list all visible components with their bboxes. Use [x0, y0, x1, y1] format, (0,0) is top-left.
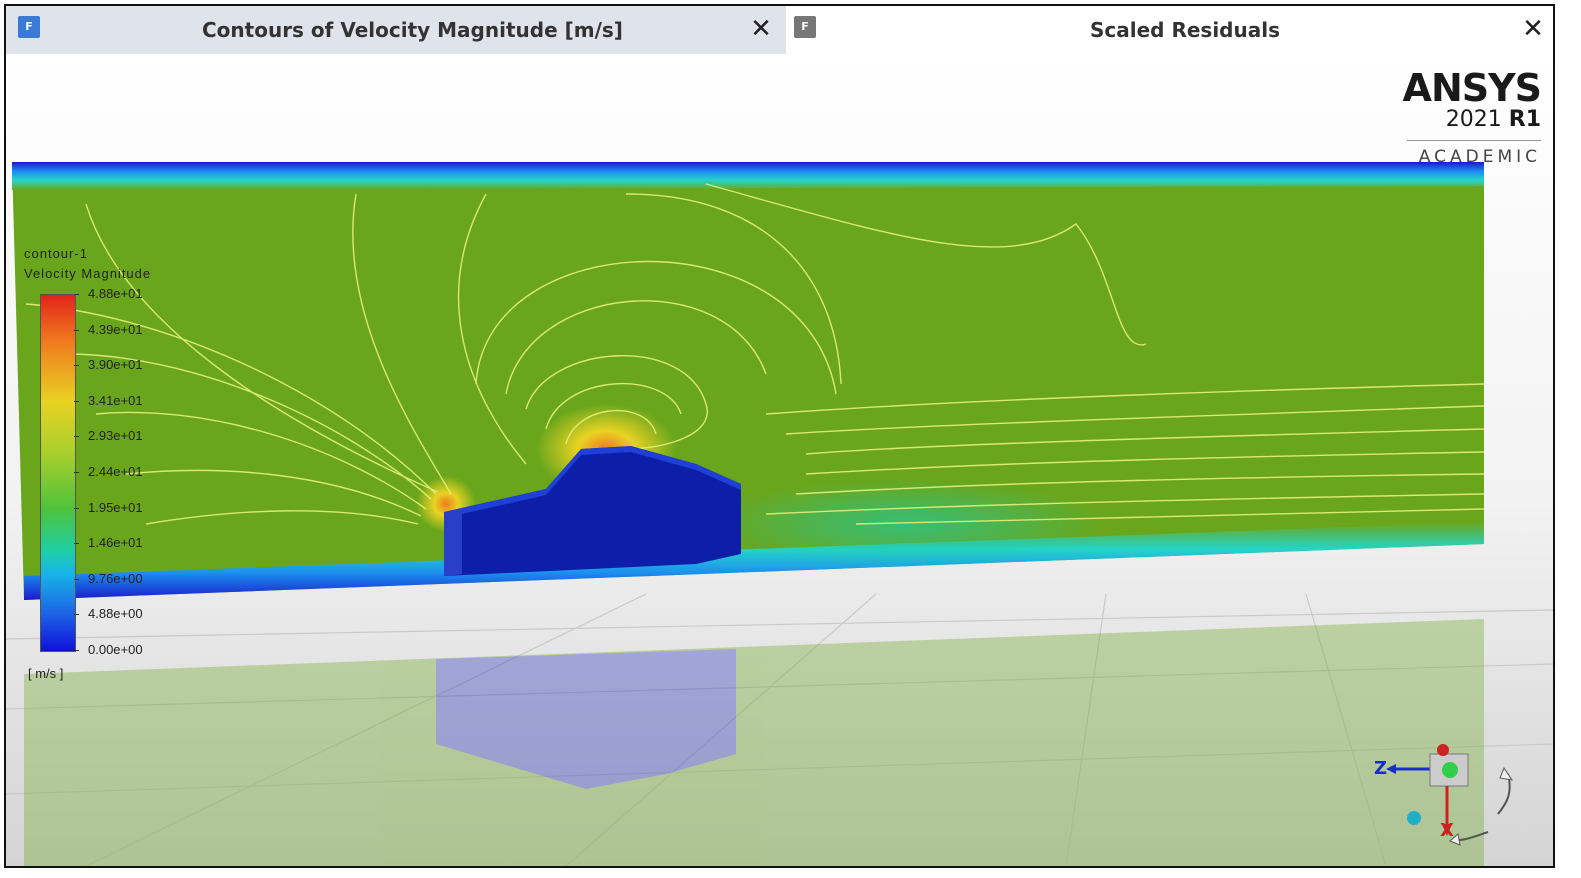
legend-tick [74, 614, 79, 616]
legend-value: 4.39e+01 [88, 321, 143, 337]
legend-tick [74, 294, 79, 295]
legend-variable: Velocity Magnitude [24, 266, 152, 281]
color-legend: contour-1 Velocity Magnitude 4.88e+01 4.3… [24, 246, 194, 686]
legend-tick [74, 650, 79, 651]
legend-value: 1.95e+01 [88, 499, 143, 515]
legend-value: 2.93e+01 [88, 428, 143, 444]
ansys-logo: ANSYS 2021 R1 ACADEMIC [1391, 66, 1542, 167]
logo-version-year: 2021 [1445, 107, 1502, 132]
legend-tick [74, 365, 79, 367]
graphics-viewport[interactable]: ANSYS 2021 R1 ACADEMIC contour-1 Velocit… [6, 54, 1553, 866]
tab-scaled-residuals[interactable]: F Scaled Residuals ✕ [786, 6, 1553, 54]
fluid-domain [12, 162, 1484, 600]
graphics-window: F Contours of Velocity Magnitude [m/s] ✕… [4, 4, 1555, 868]
legend-title: contour-1 [24, 246, 88, 261]
tab-bar: F Contours of Velocity Magnitude [m/s] ✕… [6, 6, 1553, 54]
legend-tick [74, 329, 79, 331]
legend-tick [74, 578, 79, 580]
legend-tick [74, 472, 79, 473]
legend-value: 9.76e+00 [88, 570, 143, 586]
logo-version: 2021 R1 [1391, 108, 1541, 132]
axis-triad-graphic [1386, 744, 1514, 846]
fluent-window-icon: F [18, 16, 40, 38]
legend-value: 3.90e+01 [88, 357, 143, 373]
contour-plot [6, 54, 1553, 866]
logo-edition: ACADEMIC [1418, 147, 1541, 167]
legend-unit: [ m/s ] [28, 666, 64, 681]
close-icon[interactable]: ✕ [750, 14, 772, 44]
tab-title: Contours of Velocity Magnitude [m/s] [202, 18, 623, 42]
logo-brand: ANSYS [1402, 66, 1542, 110]
logo-release: R1 [1508, 107, 1541, 132]
contour-lines [25, 183, 1485, 525]
logo-divider [1407, 140, 1541, 141]
legend-value: 0.00e+00 [88, 642, 143, 657]
legend-value: 3.41e+01 [88, 392, 143, 408]
color-scale-bar [40, 294, 76, 652]
legend-tick [74, 400, 79, 402]
axis-triad[interactable]: Z X [1368, 744, 1518, 854]
legend-tick [74, 436, 79, 438]
tab-contours-velocity[interactable]: F Contours of Velocity Magnitude [m/s] ✕ [6, 6, 786, 54]
axis-x-label: X [1440, 820, 1454, 841]
legend-tick [74, 507, 79, 509]
legend-value: 4.88e+01 [88, 286, 143, 301]
axis-z-label: Z [1374, 758, 1388, 779]
tab-title: Scaled Residuals [1090, 18, 1280, 42]
close-icon[interactable]: ✕ [1522, 14, 1544, 44]
legend-value: 2.44e+01 [88, 464, 143, 479]
fluent-window-icon: F [794, 16, 816, 38]
legend-value: 4.88e+00 [88, 606, 143, 622]
legend-value: 1.46e+01 [88, 535, 143, 551]
legend-tick [74, 543, 79, 545]
vehicle-body [444, 446, 741, 576]
